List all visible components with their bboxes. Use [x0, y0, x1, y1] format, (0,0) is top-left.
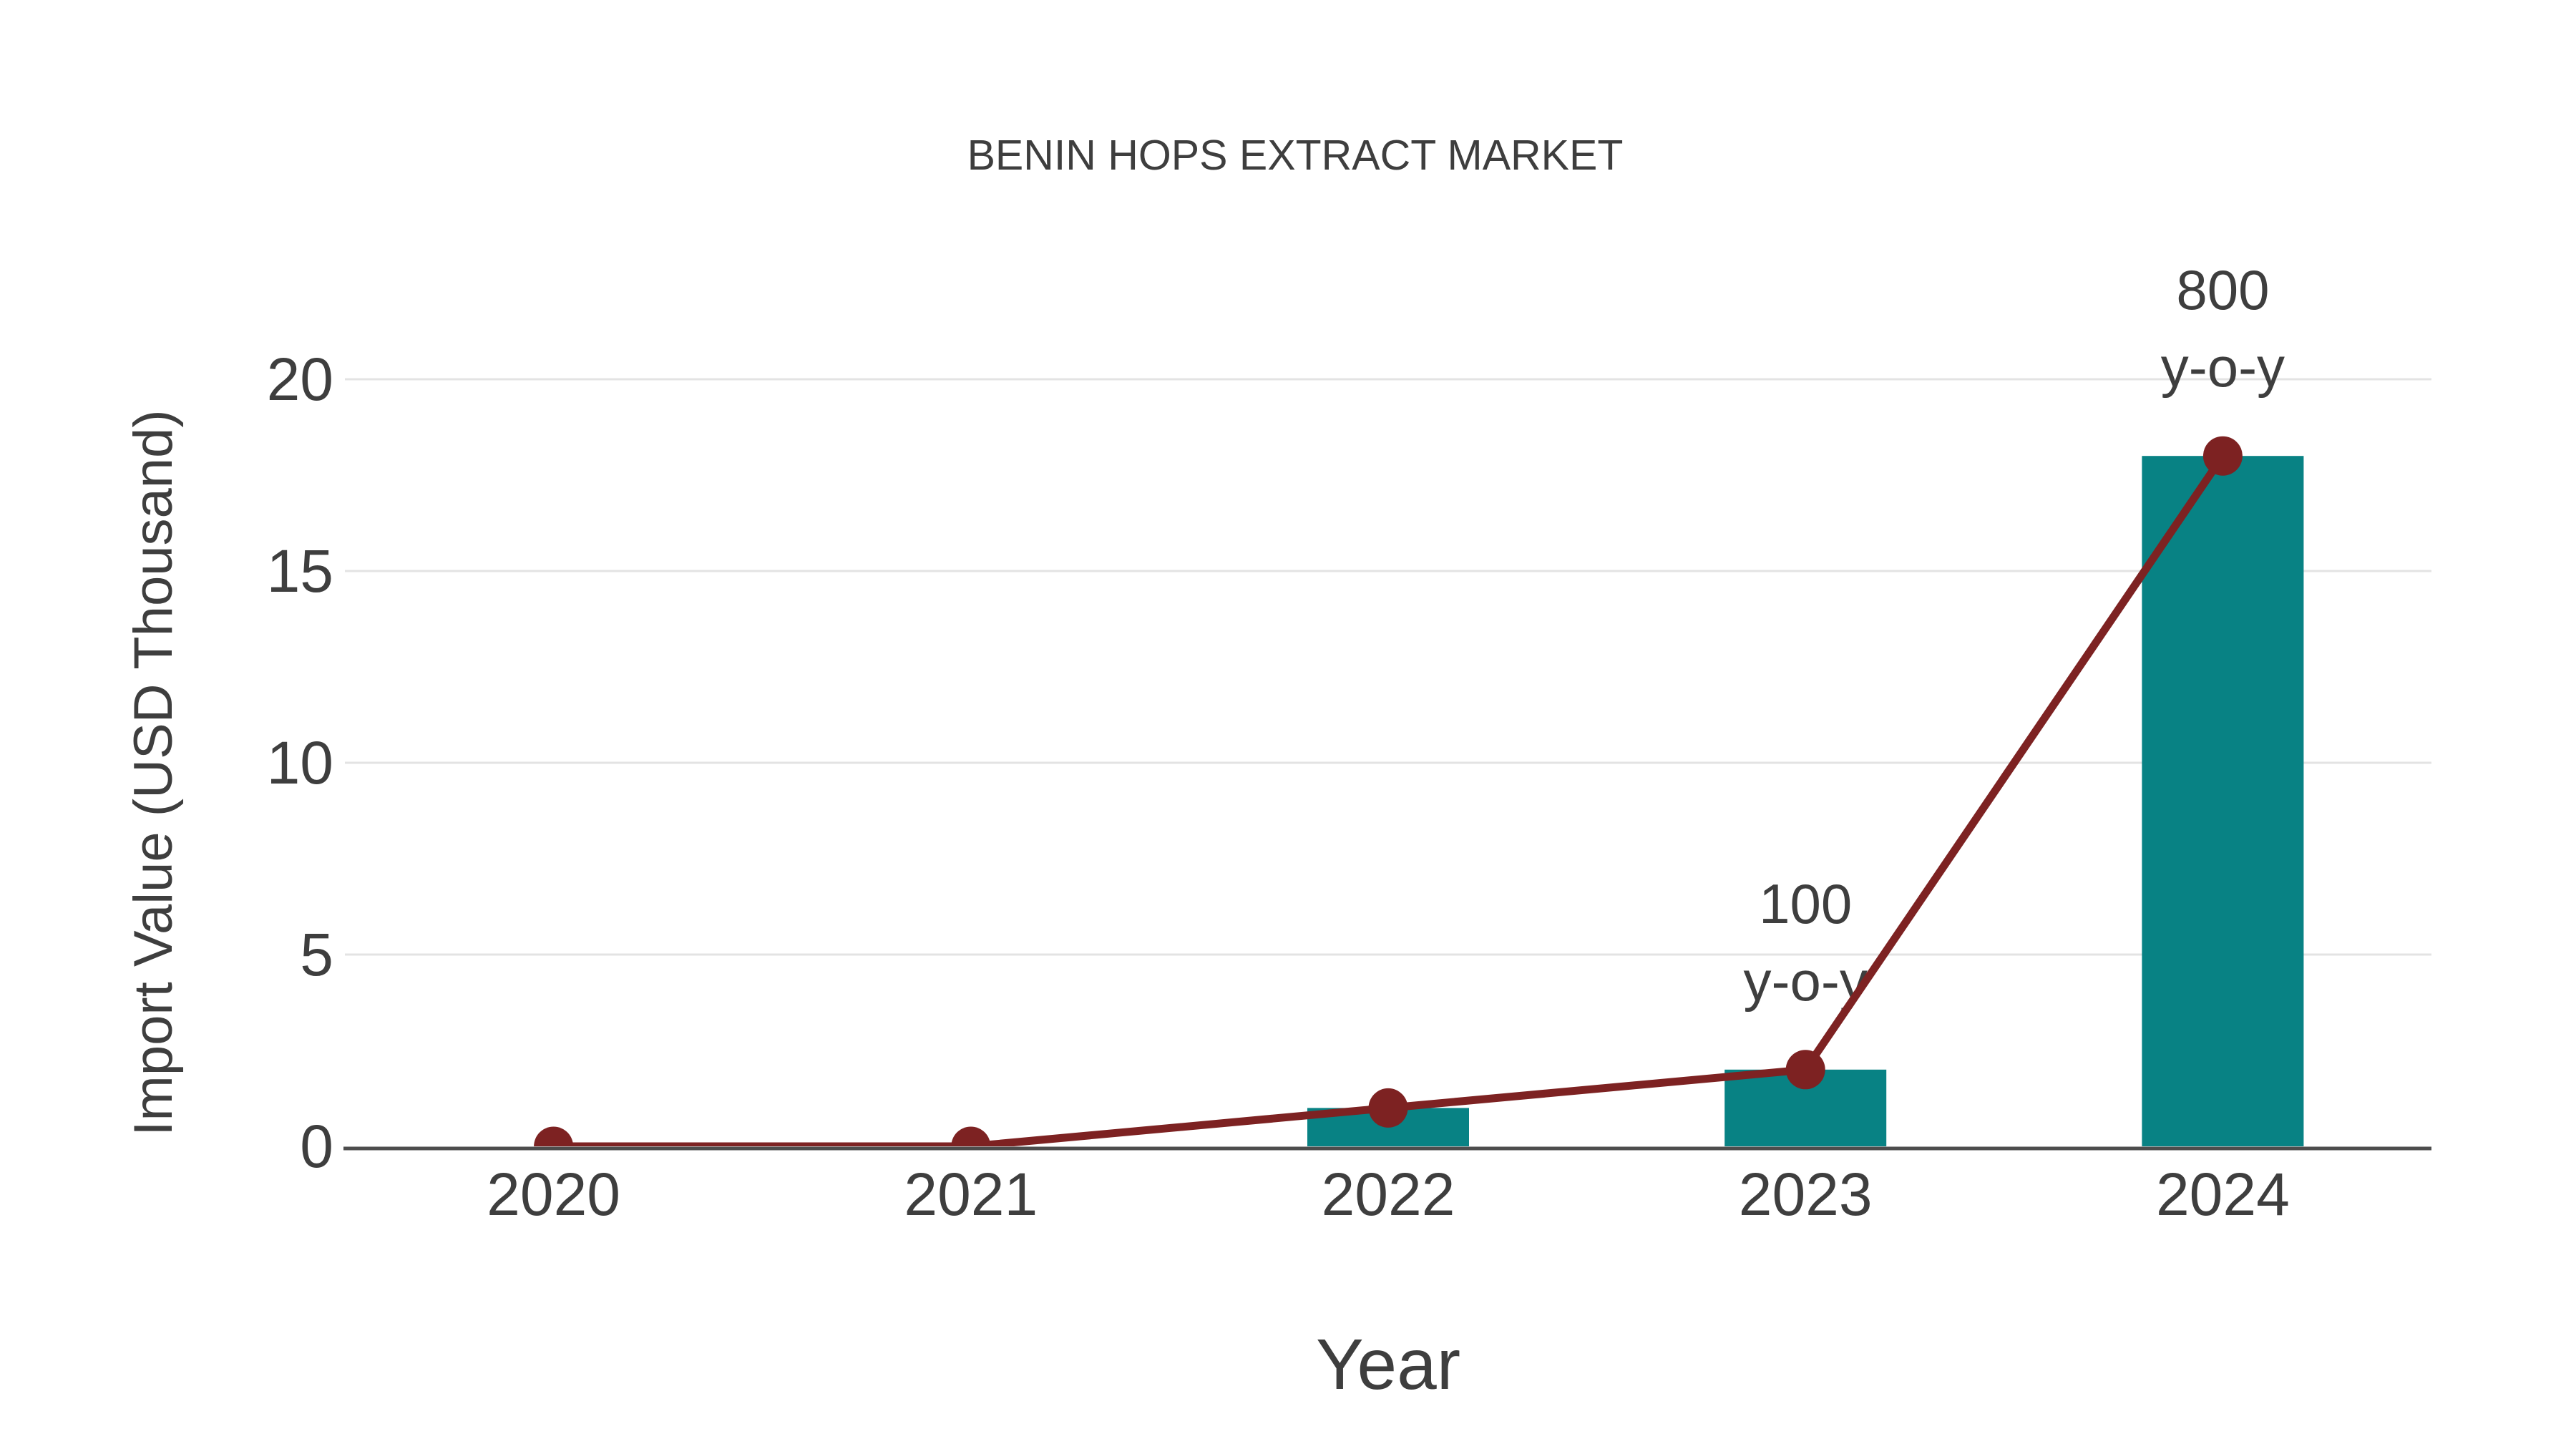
line-marker: [534, 1126, 574, 1146]
y-tick-label: 20: [267, 346, 333, 413]
annotation-growth-value: 800: [2176, 258, 2269, 321]
import-value-bar: [2142, 456, 2304, 1146]
y-axis-title: Import Value (USD Thousand): [123, 409, 184, 1136]
x-tick-label: 2021: [904, 1161, 1038, 1228]
x-tick-label: 2023: [1739, 1161, 1873, 1228]
x-tick-label: 2022: [1322, 1161, 1455, 1228]
x-tick-label: 2024: [2156, 1161, 2290, 1228]
x-axis-title: Year: [1316, 1324, 1460, 1405]
trend-line: [553, 454, 2226, 1146]
line-marker: [1785, 1050, 1825, 1090]
y-tick-label: 5: [300, 921, 333, 988]
line-marker: [2202, 436, 2243, 476]
gridlines: [345, 378, 2431, 956]
line-series: [534, 436, 2243, 1146]
annotation-growth-label: y-o-y: [2161, 336, 2285, 399]
y-tick-labels: 0 5 10 15 20: [267, 346, 333, 1180]
line-marker: [1368, 1088, 1408, 1128]
chart-title: BENIN HOPS EXTRACT MARKET: [967, 132, 1624, 179]
annotation-growth-value: 100: [1759, 872, 1852, 935]
x-tick-label: 2020: [487, 1161, 620, 1228]
y-tick-label: 0: [300, 1113, 333, 1180]
x-tick-labels: 2020 2021 2022 2023 2024: [487, 1161, 2290, 1228]
line-marker: [951, 1126, 991, 1146]
y-tick-label: 15: [267, 537, 333, 605]
y-tick-label: 10: [267, 729, 333, 796]
